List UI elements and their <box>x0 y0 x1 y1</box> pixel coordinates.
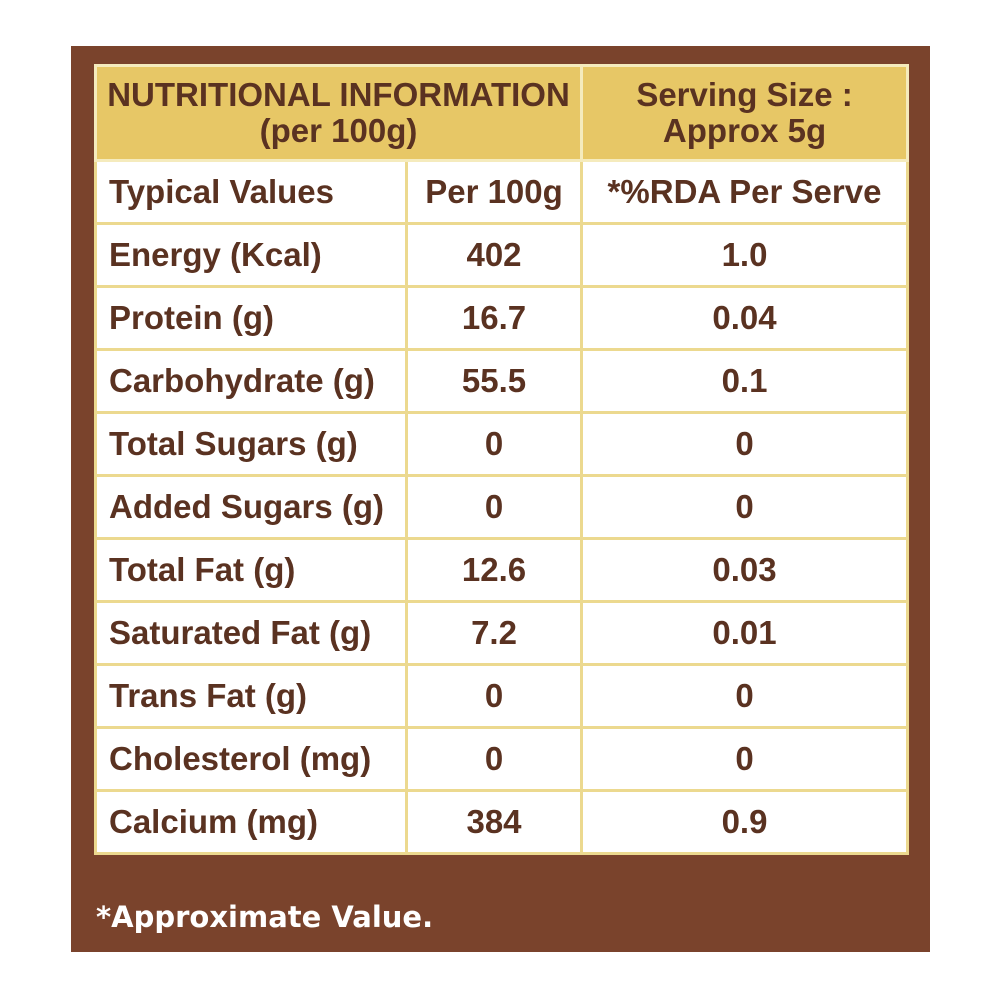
table-row: Trans Fat (g) 0 0 <box>94 663 910 729</box>
nutrient-name: Total Fat (g) <box>94 537 408 603</box>
nutrient-rda: 0 <box>580 726 910 792</box>
table-row: Protein (g) 16.7 0.04 <box>94 285 910 351</box>
nutrient-rda: 0 <box>580 474 910 540</box>
nutrient-per-100g: 16.7 <box>404 285 584 351</box>
nutrient-rda: 0.04 <box>580 285 910 351</box>
nutrient-name: Calcium (mg) <box>94 789 408 855</box>
table-row: Cholesterol (mg) 0 0 <box>94 726 910 792</box>
column-header-per-100g: Per 100g <box>404 159 584 225</box>
table-row: Energy (Kcal) 402 1.0 <box>94 222 910 288</box>
nutrient-name: Cholesterol (mg) <box>94 726 408 792</box>
nutrient-per-100g: 12.6 <box>404 537 584 603</box>
footnote: *Approximate Value. <box>96 900 434 934</box>
nutrient-name: Carbohydrate (g) <box>94 348 408 414</box>
table-row: Carbohydrate (g) 55.5 0.1 <box>94 348 910 414</box>
nutrient-name: Saturated Fat (g) <box>94 600 408 666</box>
nutrient-per-100g: 0 <box>404 663 584 729</box>
table-row: Saturated Fat (g) 7.2 0.01 <box>94 600 910 666</box>
table-header-row: NUTRITIONAL INFORMATION (per 100g) Servi… <box>93 64 910 162</box>
nutrient-rda: 0.1 <box>580 348 910 414</box>
nutrient-per-100g: 0 <box>404 474 584 540</box>
nutrient-name: Total Sugars (g) <box>94 411 408 477</box>
nutrient-per-100g: 7.2 <box>404 600 584 666</box>
nutrition-title: NUTRITIONAL INFORMATION <box>107 76 570 113</box>
table-row: Calcium (mg) 384 0.9 <box>94 789 910 855</box>
nutrition-title-cell: NUTRITIONAL INFORMATION (per 100g) <box>93 64 584 162</box>
nutrient-name: Added Sugars (g) <box>94 474 408 540</box>
nutrient-rda: 1.0 <box>580 222 910 288</box>
column-header-typical-values: Typical Values <box>94 159 408 225</box>
nutrient-name: Energy (Kcal) <box>94 222 408 288</box>
nutrient-per-100g: 55.5 <box>404 348 584 414</box>
serving-size-label: Serving Size : <box>636 76 853 113</box>
serving-size-cell: Serving Size : Approx 5g <box>580 64 910 162</box>
nutrient-rda: 0 <box>580 411 910 477</box>
nutrient-rda: 0.03 <box>580 537 910 603</box>
nutrient-rda: 0.9 <box>580 789 910 855</box>
table-row: Total Fat (g) 12.6 0.03 <box>94 537 910 603</box>
nutrient-per-100g: 0 <box>404 411 584 477</box>
nutrition-subtitle: (per 100g) <box>259 112 418 149</box>
nutrition-table: NUTRITIONAL INFORMATION (per 100g) Servi… <box>93 64 910 855</box>
table-row: Total Sugars (g) 0 0 <box>94 411 910 477</box>
table-row: Added Sugars (g) 0 0 <box>94 474 910 540</box>
column-header-rda: *%RDA Per Serve <box>580 159 910 225</box>
column-header-row: Typical Values Per 100g *%RDA Per Serve <box>94 159 910 225</box>
nutrient-per-100g: 402 <box>404 222 584 288</box>
serving-size-value: Approx 5g <box>662 112 827 149</box>
nutrient-name: Protein (g) <box>94 285 408 351</box>
nutrient-per-100g: 384 <box>404 789 584 855</box>
nutrient-name: Trans Fat (g) <box>94 663 408 729</box>
nutrient-rda: 0 <box>580 663 910 729</box>
nutrient-rda: 0.01 <box>580 600 910 666</box>
nutrient-per-100g: 0 <box>404 726 584 792</box>
